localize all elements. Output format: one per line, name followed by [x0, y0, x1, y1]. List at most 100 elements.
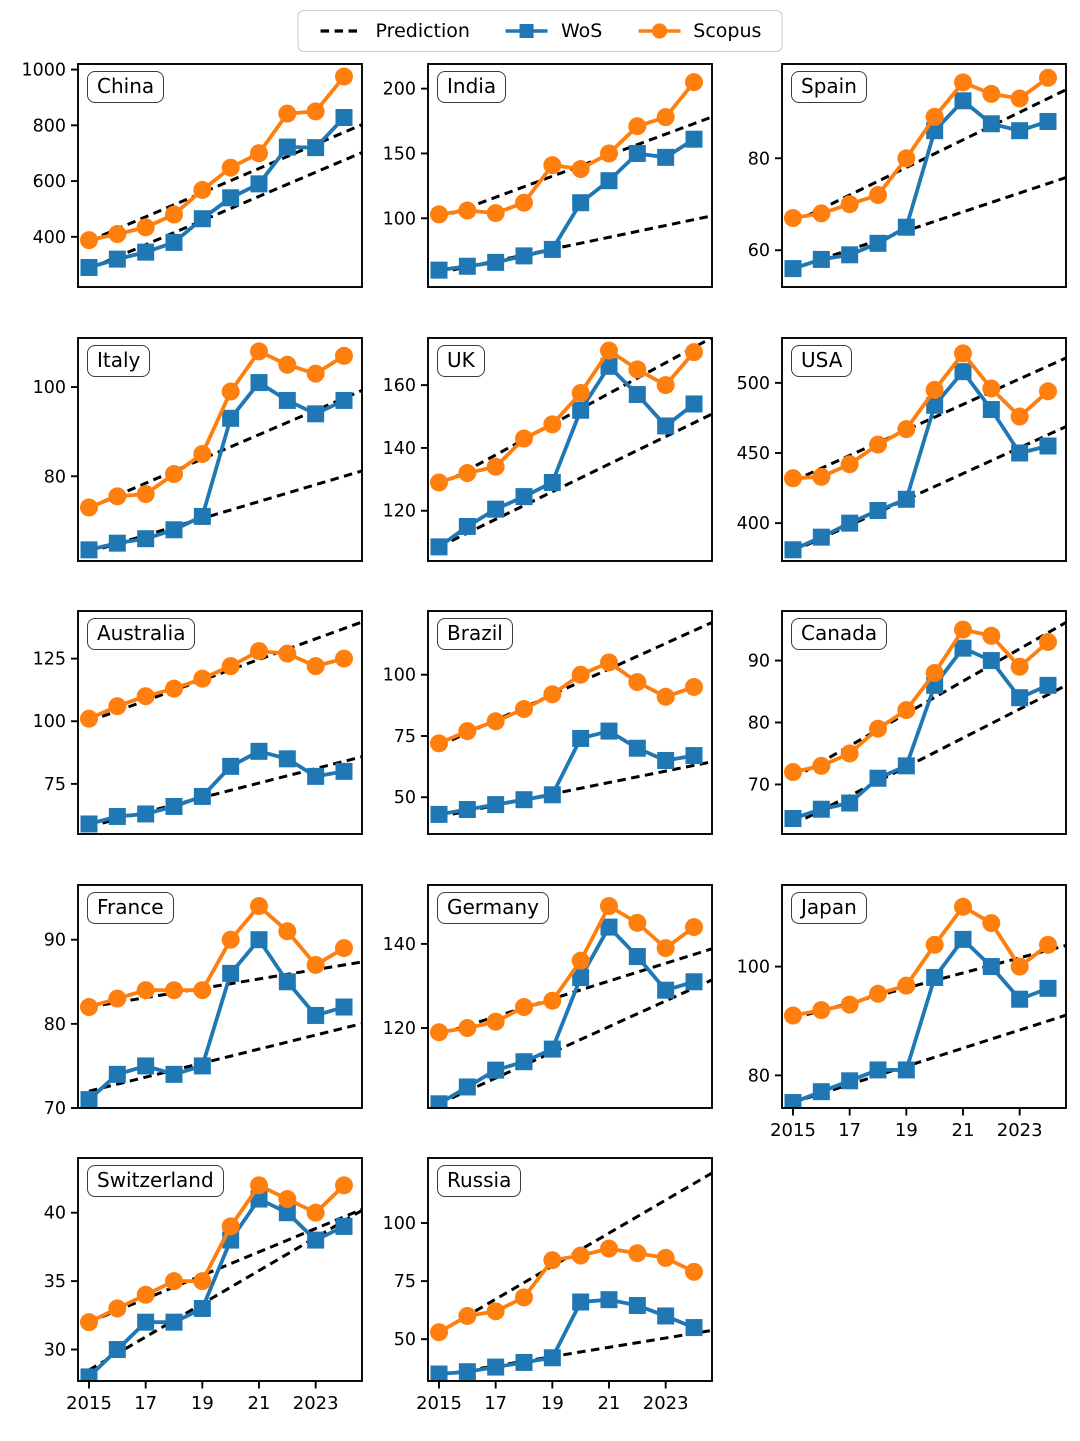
prediction-lower-line	[88, 1209, 362, 1372]
wos-markers	[80, 109, 353, 276]
svg-text:60: 60	[748, 241, 770, 261]
svg-text:150: 150	[383, 144, 416, 164]
axes-frame	[77, 884, 363, 1109]
prediction-lower-line	[438, 978, 712, 1106]
axes-frame	[427, 610, 713, 835]
legend: Prediction WoS Scopus	[297, 10, 783, 52]
chart-title-russia: Russia	[437, 1165, 522, 1197]
chart-title-canada: Canada	[791, 618, 888, 650]
y-axis: 70 80 90	[748, 652, 782, 795]
chart-title-germany: Germany	[437, 892, 549, 924]
wos-line	[88, 380, 345, 552]
chart-france: 70 80 90	[44, 884, 363, 1119]
svg-text:19: 19	[541, 1393, 564, 1414]
wos-line	[438, 137, 696, 273]
svg-text:90: 90	[44, 931, 66, 951]
svg-text:70: 70	[748, 775, 770, 795]
prediction-upper-line	[88, 389, 362, 509]
wos-markers	[430, 130, 703, 279]
wos-line	[437, 364, 696, 549]
svg-text:450: 450	[737, 444, 770, 464]
svg-text:17: 17	[838, 1120, 861, 1141]
scopus-line	[792, 904, 1050, 1018]
svg-text:2015: 2015	[416, 1393, 462, 1414]
wos-line	[792, 369, 1049, 552]
axes-frame	[781, 884, 1067, 1109]
y-axis: 400 450 500	[737, 374, 782, 534]
wos-markers	[430, 722, 703, 823]
svg-text:21: 21	[598, 1393, 621, 1414]
axes-frame	[781, 337, 1067, 562]
scopus-line	[792, 351, 1050, 481]
scopus-markers	[80, 1176, 353, 1332]
axes-frame	[77, 337, 363, 562]
y-axis: 80 100	[737, 958, 782, 1086]
svg-text:17: 17	[134, 1393, 157, 1414]
svg-text:2023: 2023	[293, 1393, 339, 1414]
svg-text:40: 40	[44, 1204, 66, 1224]
wos-line	[87, 937, 345, 1102]
svg-text:600: 600	[33, 172, 66, 192]
scopus-circle-marker-icon	[638, 23, 681, 39]
y-axis: 30 35 40	[44, 1204, 78, 1361]
scopus-markers	[80, 642, 353, 728]
svg-text:100: 100	[383, 209, 416, 229]
chart-uk: 120 140 160	[383, 337, 713, 562]
wos-line	[88, 749, 345, 826]
scopus-line	[88, 1183, 346, 1324]
axes-frame	[427, 63, 713, 288]
scopus-markers	[430, 653, 703, 753]
chart-china: 400 600 800 1000	[21, 61, 363, 288]
wos-markers	[430, 1291, 703, 1381]
svg-text:75: 75	[394, 727, 416, 747]
svg-text:400: 400	[737, 514, 770, 534]
axes-frame	[77, 63, 363, 288]
y-axis: 75 100 125	[33, 650, 78, 795]
wos-markers	[430, 918, 703, 1108]
wos-square-marker-icon	[505, 24, 548, 38]
chart-canada: 70 80 90	[748, 610, 1067, 835]
svg-text:160: 160	[383, 376, 416, 396]
svg-text:50: 50	[394, 1330, 416, 1350]
x-axis: 2015 17 19 21 2023	[770, 1108, 1043, 1141]
legend-label-wos: WoS	[560, 20, 603, 42]
svg-text:90: 90	[748, 652, 770, 672]
wos-line	[87, 1197, 345, 1379]
prediction-dashed-line-icon	[320, 29, 363, 33]
legend-item-prediction: Prediction	[319, 20, 470, 42]
svg-text:30: 30	[44, 1341, 66, 1361]
svg-text:80: 80	[748, 149, 770, 169]
x-axis: 2015 17 19 21 2023	[66, 1381, 339, 1414]
svg-text:100: 100	[33, 712, 66, 732]
svg-text:75: 75	[44, 775, 66, 795]
scopus-line	[438, 348, 696, 485]
chart-title-switzerland: Switzerland	[87, 1165, 224, 1197]
svg-text:21: 21	[952, 1120, 975, 1141]
svg-text:50: 50	[394, 788, 416, 808]
wos-line	[792, 937, 1049, 1105]
prediction-lower-line	[88, 151, 362, 271]
svg-text:140: 140	[383, 439, 416, 459]
chart-india: 100 150 200	[383, 63, 713, 288]
chart-usa: 400 450 500	[737, 337, 1067, 562]
scopus-markers	[784, 68, 1057, 228]
prediction-upper-line	[88, 1208, 362, 1324]
chart-title-japan: Japan	[791, 892, 867, 924]
svg-text:100: 100	[383, 1214, 416, 1234]
scopus-markers	[784, 344, 1057, 488]
wos-markers	[784, 92, 1057, 278]
wos-markers	[784, 363, 1057, 559]
chart-australia: 75 100 125	[33, 610, 363, 835]
svg-text:80: 80	[748, 714, 770, 734]
wos-line	[438, 925, 695, 1106]
scopus-line	[88, 75, 346, 243]
svg-text:35: 35	[44, 1272, 66, 1292]
scopus-markers	[430, 341, 703, 492]
chart-title-usa: USA	[791, 345, 853, 377]
prediction-upper-line	[792, 88, 1066, 224]
chart-title-brazil: Brazil	[437, 618, 513, 650]
chart-switzerland: 30 35 40 2015 17 19 21 2023	[44, 1157, 363, 1414]
svg-text:120: 120	[383, 502, 416, 522]
chart-germany: 120 140	[383, 884, 713, 1109]
